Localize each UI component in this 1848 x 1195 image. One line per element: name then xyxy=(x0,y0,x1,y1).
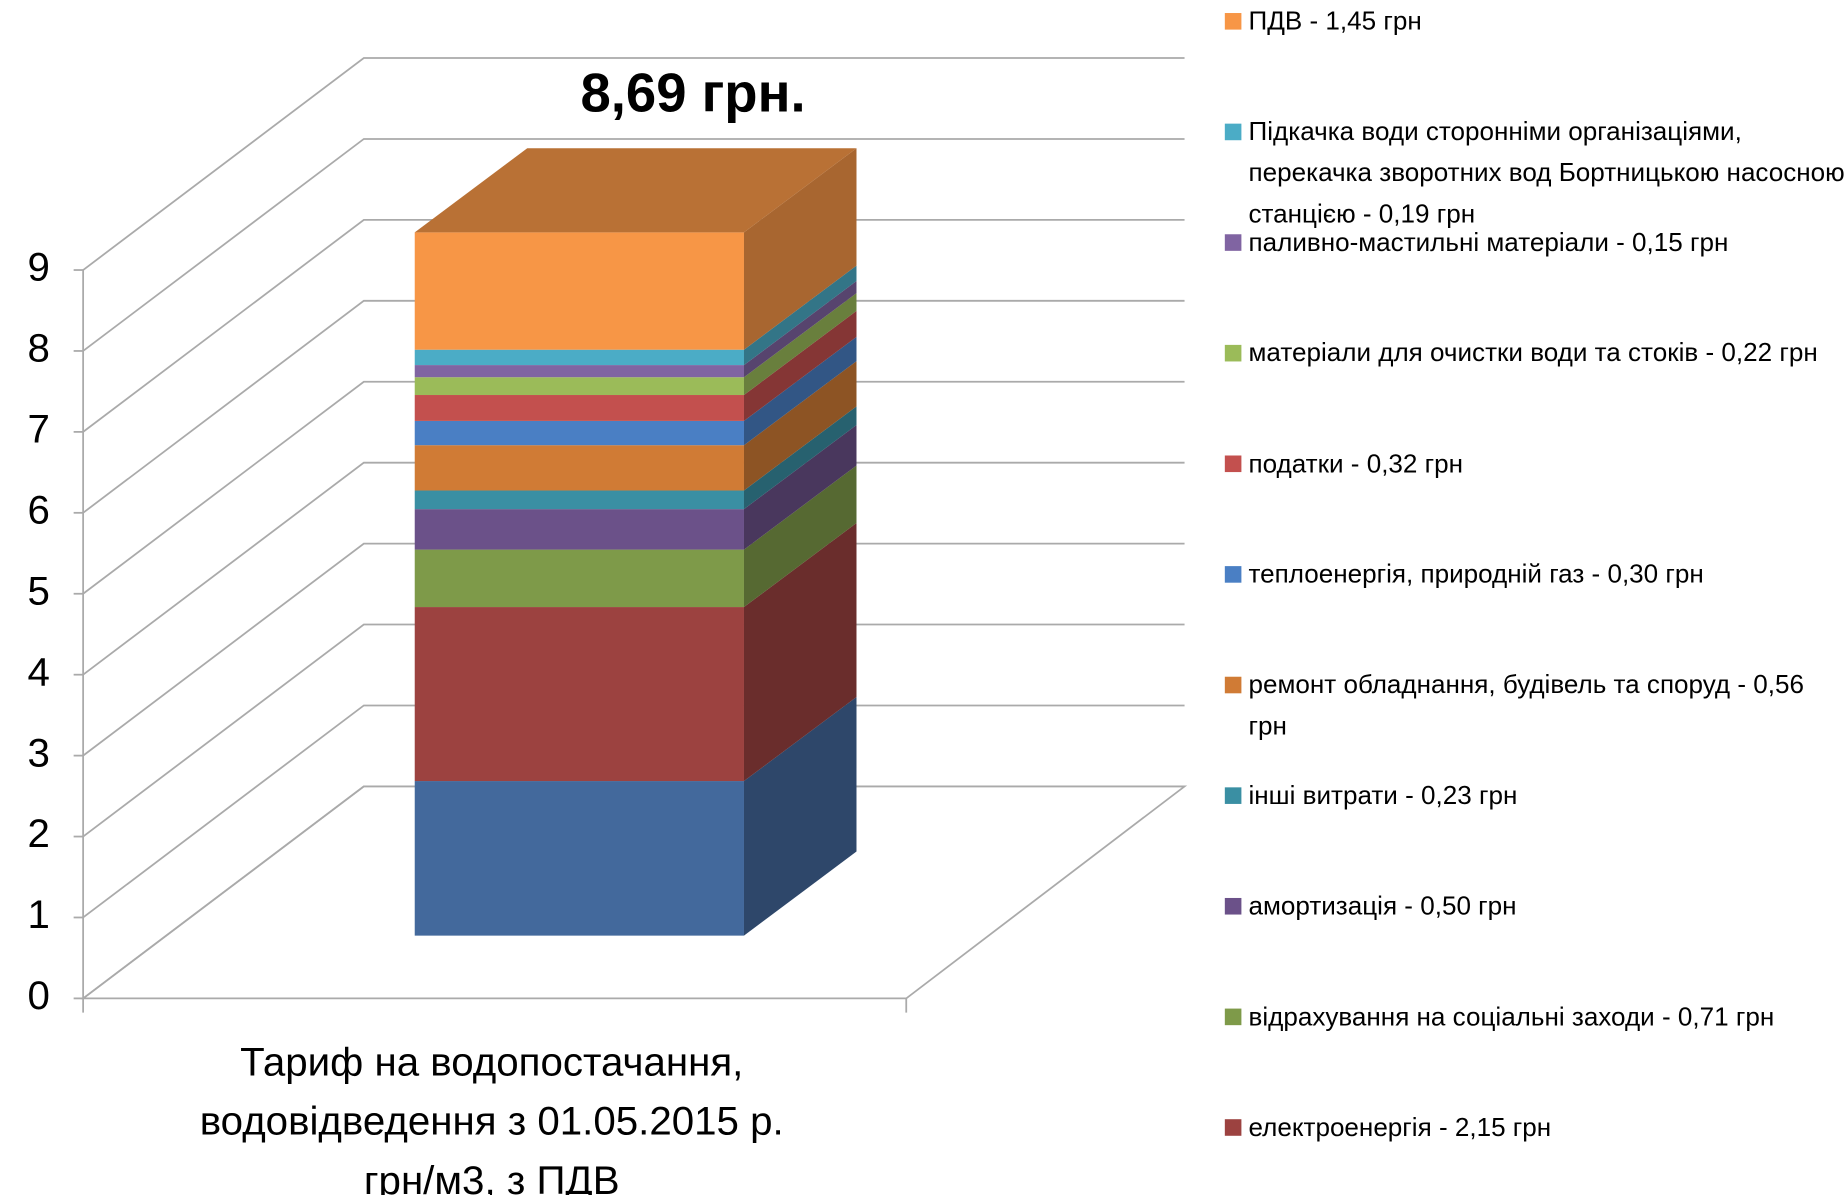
bar-side xyxy=(743,696,857,936)
y-tick-label: 0 xyxy=(28,973,50,1018)
grid-line xyxy=(82,138,1185,352)
legend-entry-box: паливно-мастильні матеріали - 0,15 грн xyxy=(1248,227,1729,257)
legend-entry-box: теплоенергія, природній газ - 0,30 грн xyxy=(1248,559,1704,589)
legend-entry-box: податки - 0,32 грн xyxy=(1248,448,1464,478)
grid-line xyxy=(82,380,1185,595)
bar-segment xyxy=(414,420,744,446)
legend-swatch xyxy=(1224,1008,1242,1026)
legend-swatch xyxy=(1224,1119,1242,1136)
bar-segment xyxy=(414,395,744,421)
bar-side xyxy=(743,310,857,421)
legend-label: електроенергія - 2,15 грн xyxy=(1248,1112,1552,1142)
y-tick-label: 1 xyxy=(28,892,50,937)
grid-line xyxy=(82,542,1185,757)
grid-line xyxy=(82,623,1185,838)
bar-segment xyxy=(414,445,744,491)
grid-line xyxy=(82,219,1185,433)
y-tick-label: 6 xyxy=(28,487,50,532)
legend-entry-box: матеріали для очистки води та стоків - 0… xyxy=(1248,337,1818,368)
legend-label: паливно-мастильні матеріали - 0,15 грн xyxy=(1248,227,1729,257)
bar-side xyxy=(743,265,857,366)
legend-label: амортизація - 0,50 грн xyxy=(1248,890,1517,921)
bar-side xyxy=(743,406,857,510)
y-tick-label: 4 xyxy=(28,649,50,694)
legend-swatch xyxy=(1224,234,1242,251)
bar-side xyxy=(743,336,857,446)
bar-side xyxy=(743,425,857,550)
bar-segment xyxy=(414,365,744,378)
legend-label: інші витрати - 0,23 грн xyxy=(1248,780,1518,810)
y-tick-label: 7 xyxy=(28,407,50,452)
legend-swatch xyxy=(1224,123,1242,141)
y-tick-label: 8 xyxy=(28,326,50,371)
bar-side xyxy=(743,522,857,782)
legend-swatch xyxy=(1224,13,1242,30)
legend-swatch xyxy=(1224,455,1242,473)
bar-segment xyxy=(414,509,744,550)
legend-entry-box: Підкачка води сторонніми організаціями, … xyxy=(1248,116,1845,230)
legend-label: ПДВ - 1,45 грн xyxy=(1248,5,1422,36)
bar-segment xyxy=(414,232,744,350)
legend-entry-box: амортизація - 0,50 грн xyxy=(1248,890,1517,921)
y-tick-label: 5 xyxy=(28,568,50,613)
grid-line xyxy=(82,704,1185,919)
chart-title: 8,69 грн. xyxy=(580,63,805,124)
bar-side xyxy=(743,361,857,491)
legend-swatch xyxy=(1224,566,1242,583)
grid-line xyxy=(82,461,1185,676)
bar-segment xyxy=(414,607,744,782)
bar-segment xyxy=(414,549,744,608)
bar-segment xyxy=(414,781,744,936)
y-tick-label: 9 xyxy=(28,245,50,290)
legend-label: теплоенергія, природній газ - 0,30 грн xyxy=(1248,559,1704,589)
grid-line xyxy=(82,57,1185,271)
grid-line xyxy=(82,299,1185,514)
legend-entry-box: електроенергія - 2,15 грн xyxy=(1248,1112,1552,1142)
legend-label: відрахування на соціальні заходи - 0,71 … xyxy=(1248,1001,1775,1032)
legend-entry-box: інші витрати - 0,23 грн xyxy=(1248,780,1518,810)
bar-side xyxy=(743,280,857,378)
bar-side xyxy=(743,293,857,396)
y-tick-label: 2 xyxy=(28,811,50,856)
bar-segment xyxy=(414,377,744,396)
legend-swatch xyxy=(1224,787,1242,804)
grid-line xyxy=(82,785,1185,1000)
legend-entry-box: ремонт обладнання, будівель та споруд - … xyxy=(1248,669,1804,741)
x-tick-label: Тариф на водопостачання, водовідведення … xyxy=(199,1039,784,1195)
bar-side xyxy=(743,148,857,350)
legend-swatch xyxy=(1224,344,1242,362)
legend-entry-box: ПДВ - 1,45 грн xyxy=(1248,5,1422,36)
legend-label: податки - 0,32 грн xyxy=(1248,448,1464,478)
bar-segment xyxy=(414,349,744,366)
legend-entry-box: відрахування на соціальні заходи - 0,71 … xyxy=(1248,1001,1775,1032)
legend-label: матеріали для очистки води та стоків - 0… xyxy=(1248,337,1818,368)
y-tick-label: 3 xyxy=(28,730,50,775)
category-label-box: Тариф на водопостачання, водовідведення … xyxy=(199,1039,784,1195)
legend-label: Підкачка води сторонніми організаціями, … xyxy=(1248,116,1845,230)
bar-segment xyxy=(414,490,744,510)
bar-side xyxy=(743,465,857,608)
legend-label: ремонт обладнання, будівель та споруд - … xyxy=(1248,669,1804,741)
legend-swatch xyxy=(1224,897,1242,915)
legend-swatch xyxy=(1224,676,1242,694)
bar-top xyxy=(414,148,857,233)
